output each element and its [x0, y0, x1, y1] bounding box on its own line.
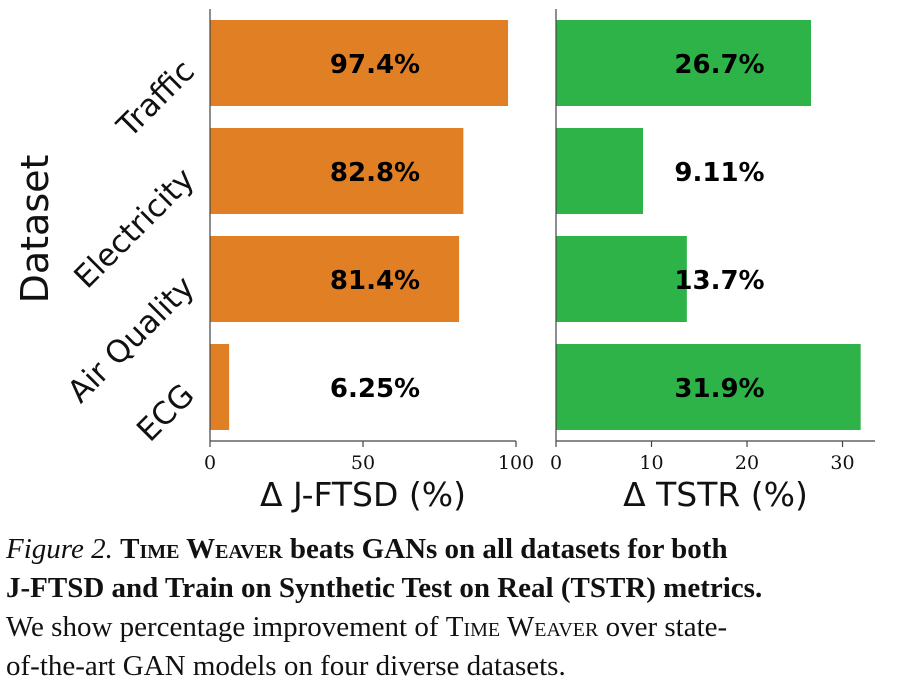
figure-caption: Figure 2. Time Weaver beats GANs on all …: [6, 530, 896, 686]
data-label: 13.7%: [674, 266, 764, 296]
x-axis-label: Δ J-FTSD (%): [260, 475, 466, 514]
caption-bold-text-2: J-FTSD and Train on Synthetic Test on Re…: [6, 572, 763, 604]
y-tick-label: ECG: [130, 377, 202, 449]
caption-line-3: We show percentage improvement of Time W…: [6, 608, 896, 647]
caption-figure-label: Figure 2.: [6, 533, 113, 565]
caption-bold-text-1: beats GANs on all datasets for both: [282, 533, 728, 565]
bar-electricity: [556, 128, 644, 214]
bar-traffic: [210, 20, 509, 106]
bar-electricity: [210, 128, 464, 214]
y-axis-label: Dataset: [13, 155, 57, 304]
x-tick-label: 100: [498, 452, 534, 474]
data-label: 6.25%: [330, 374, 420, 404]
x-tick-label: 20: [735, 452, 759, 474]
caption-text-1: We show percentage improvement of: [6, 611, 446, 643]
data-label: 97.4%: [330, 50, 420, 80]
x-tick-label: 50: [351, 452, 375, 474]
bar-traffic: [556, 20, 812, 106]
data-label: 9.11%: [674, 158, 764, 188]
data-label: 31.9%: [674, 374, 764, 404]
bar-ecg: [556, 344, 861, 430]
data-label: 26.7%: [674, 50, 764, 80]
caption-text-2: over state-: [598, 611, 728, 643]
y-tick-label: Traffic: [110, 53, 202, 145]
bar-air-quality: [210, 236, 460, 322]
caption-line-1: Figure 2. Time Weaver beats GANs on all …: [6, 530, 896, 569]
x-tick-label: 0: [204, 452, 216, 474]
x-tick-label: 0: [550, 452, 562, 474]
chart-panel-1: 97.4% 82.8% 81.4% 6.25% 0 50 100 Δ J-FTSD (%) Tr…: [13, 9, 534, 514]
caption-text-3: of-the-art GAN models on four diverse da…: [6, 650, 566, 682]
chart-panel-2: 26.7% 9.11% 13.7% 31.9% 0 10 20 30 Δ TSTR (%): [550, 9, 875, 514]
x-tick-label: 10: [639, 452, 663, 474]
data-label: 82.8%: [330, 158, 420, 188]
x-tick-label: 30: [830, 452, 854, 474]
caption-model-name: Time Weaver: [120, 533, 283, 565]
bar-ecg: [210, 344, 230, 430]
caption-model-name-2: Time Weaver: [445, 611, 599, 643]
bar-air-quality: [556, 236, 687, 322]
data-label: 81.4%: [330, 266, 420, 296]
x-axis-label: Δ TSTR (%): [623, 475, 808, 514]
